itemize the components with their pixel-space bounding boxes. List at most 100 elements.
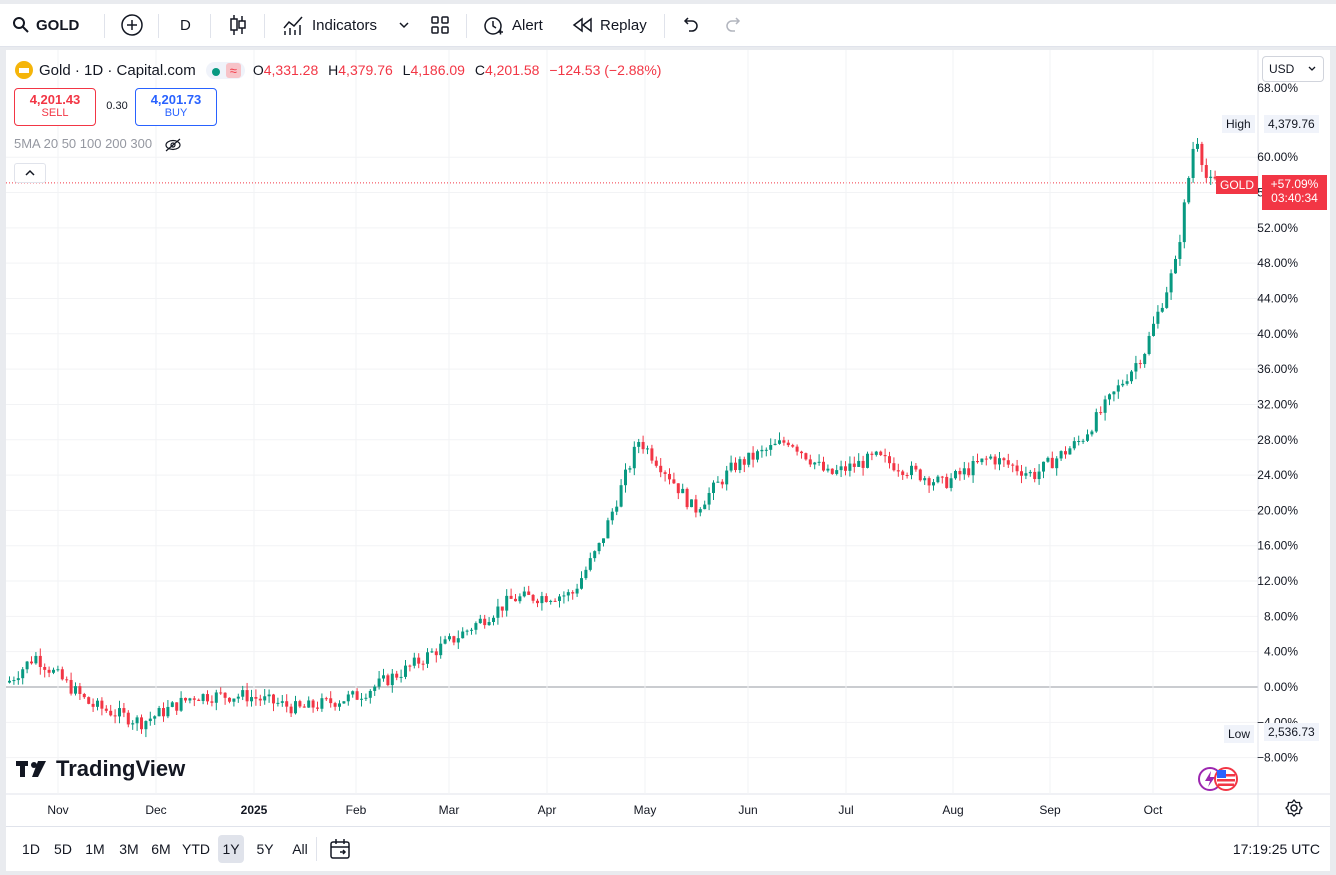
candle-body [43,666,47,670]
candle-body [778,440,781,444]
sell-button[interactable]: 4,201.43 SELL [14,88,96,126]
candle-body [1086,434,1089,441]
candle-body [1152,323,1155,336]
candle-body [8,680,11,683]
candle-body [461,631,465,639]
candle-body [364,697,368,699]
buy-button[interactable]: 4,201.73 BUY [135,88,217,126]
chart-settings-button[interactable] [1285,798,1303,822]
candle-body [791,445,795,447]
candle-body [773,443,777,446]
candle-body [408,665,412,667]
candle-body [597,542,601,552]
eye-off-icon[interactable] [164,138,182,152]
replay-button[interactable]: Replay [572,4,647,46]
layouts-button[interactable] [430,4,450,46]
candle-body [131,723,135,725]
candle-body [1090,431,1094,435]
candle-body [588,558,592,570]
candle-body [892,463,896,471]
currency-select[interactable]: USD [1262,56,1324,82]
candle-body [1094,412,1098,432]
range-1y[interactable]: 1Y [218,835,244,863]
candle-body [888,456,891,464]
candle-body [254,697,258,699]
us-flag-icon[interactable] [1213,766,1239,797]
utc-clock[interactable]: 17:19:25 UTC [1232,841,1320,857]
top-toolbar: GOLD D Indicators Alert Replay [0,4,1336,47]
range-5y[interactable]: 5Y [256,841,274,857]
tradingview-logo[interactable]: TradingView [16,756,185,782]
chart-panel[interactable]: 68.00%60.00%56.00%52.00%48.00%44.00%40.0… [6,50,1330,826]
candle-body [734,462,737,471]
redo-button[interactable] [724,4,744,46]
candle-body [1072,441,1076,449]
y-tick-label: 40.00% [1257,327,1298,341]
range-5d[interactable]: 5D [54,841,72,857]
candle-body [1178,242,1182,259]
candle-body [1204,165,1208,178]
indicator-templates-button[interactable] [398,4,410,46]
range-3m[interactable]: 3M [119,841,139,857]
candle-body [624,469,627,486]
candle-body [962,468,966,475]
candle-body [74,686,77,694]
candle-body [707,492,711,505]
candle-body [610,511,614,521]
go-to-date-button[interactable] [328,837,352,866]
candle-body [602,538,605,543]
indicators-button[interactable]: Indicators [282,4,377,46]
range-1m[interactable]: 1M [85,841,105,857]
candle-body [716,481,720,483]
candle-body [861,460,865,468]
candle-body [584,569,588,579]
candle-body [531,594,535,601]
range-all[interactable]: All [292,841,308,857]
candle-body [316,707,319,709]
candle-body [21,669,25,679]
chart-type-button[interactable] [228,4,248,46]
range-1d[interactable]: 1D [22,841,40,857]
alarm-clock-icon [484,17,503,35]
candle-body [646,448,649,450]
compare-symbol-button[interactable] [120,4,144,46]
range-6m[interactable]: 6M [151,841,171,857]
candle-body [1037,471,1041,480]
market-status[interactable]: ≈ [205,61,245,79]
candle-body [817,461,821,463]
candle-body [179,697,183,711]
candle-body [1055,458,1059,469]
moving-averages-legend[interactable]: 5MA 20 50 100 200 300 [14,136,182,152]
candle-body [245,690,249,702]
undo-button[interactable] [680,4,700,46]
candle-body [1068,448,1072,455]
candle-body [294,701,297,714]
candle-body [16,678,20,681]
x-tick-label: Oct [1144,803,1163,817]
candle-body [228,697,231,702]
candle-body [830,468,834,474]
candle-body [575,588,579,594]
candle-body [148,718,152,722]
symbol-search[interactable]: GOLD [12,4,79,46]
candle-body [56,669,60,671]
legend-title[interactable]: Gold · 1D · Capital.com [39,61,196,79]
candle-body [360,698,363,700]
candle-body [1050,457,1054,469]
candle-body [998,458,1001,465]
x-tick-label: 2025 [241,803,268,817]
candle-body [1077,440,1081,442]
collapse-legend-button[interactable] [14,163,46,183]
candle-body [663,472,667,474]
x-tick-label: Sep [1039,803,1061,817]
alert-button[interactable]: Alert [482,4,543,46]
search-icon [13,17,29,33]
candle-body [1059,451,1063,459]
candle-body [285,701,289,707]
interval-button[interactable]: D [180,4,191,46]
candle-body [241,690,245,697]
range-ytd[interactable]: YTD [182,841,210,857]
x-tick-label: Feb [346,803,367,817]
candle-body [166,706,170,717]
price-chart[interactable]: 68.00%60.00%56.00%52.00%48.00%44.00%40.0… [6,50,1330,826]
